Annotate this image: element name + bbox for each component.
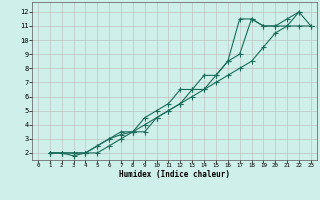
X-axis label: Humidex (Indice chaleur): Humidex (Indice chaleur) — [119, 170, 230, 179]
